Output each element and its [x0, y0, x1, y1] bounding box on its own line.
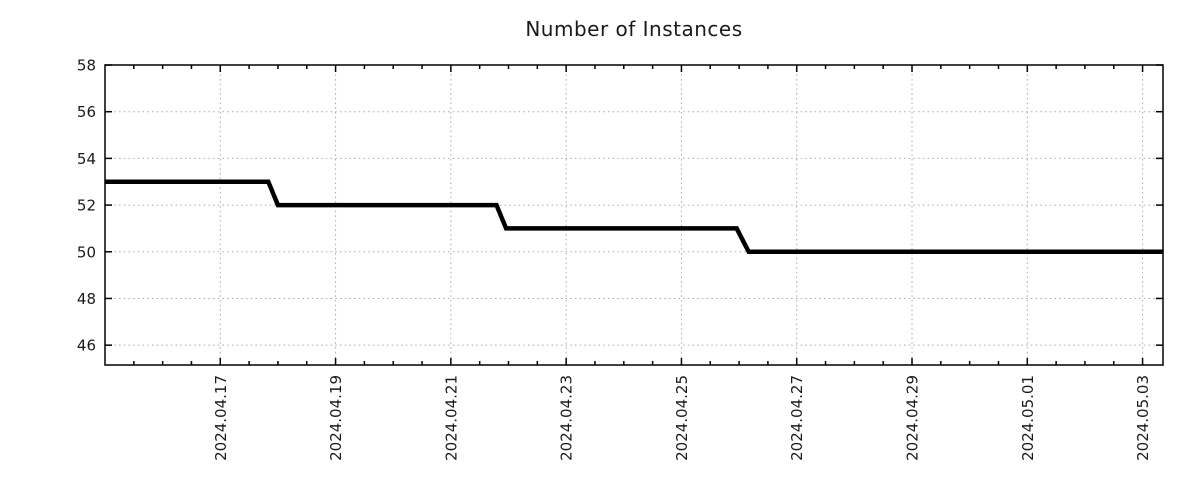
x-tick-label: 2024.04.27	[788, 375, 806, 461]
series	[105, 179, 1163, 255]
x-tick-label: 2024.05.01	[1019, 375, 1037, 461]
y-tick-label: 48	[77, 290, 96, 308]
x-tick-label: 2024.05.03	[1134, 375, 1152, 461]
axis-ticks	[105, 64, 1163, 365]
grid-lines	[105, 65, 1163, 365]
y-tick-label: 50	[77, 243, 96, 261]
x-tick-label: 2024.04.17	[212, 375, 230, 461]
x-tick-label: 2024.04.23	[558, 375, 576, 461]
x-tick-labels: 2024.04.17 2024.04.19 2024.04.21 2024.04.23…	[212, 375, 1152, 461]
chart-title: Number of Instances	[525, 17, 743, 41]
series-line-instances	[105, 179, 1163, 255]
y-tick-label: 46	[77, 337, 96, 355]
x-tick-label: 2024.04.19	[327, 375, 345, 461]
y-tick-label: 58	[77, 57, 96, 75]
x-tick-label: 2024.04.29	[904, 375, 922, 461]
plot-border	[104, 64, 1164, 366]
x-tick-label: 2024.04.21	[442, 375, 460, 461]
y-tick-label: 56	[77, 103, 96, 121]
x-tick-label: 2024.04.25	[673, 375, 691, 461]
y-tick-label: 52	[77, 197, 96, 215]
y-tick-label: 54	[77, 150, 96, 168]
y-tick-labels: 46 48 50 52 54 56 58	[77, 57, 96, 355]
